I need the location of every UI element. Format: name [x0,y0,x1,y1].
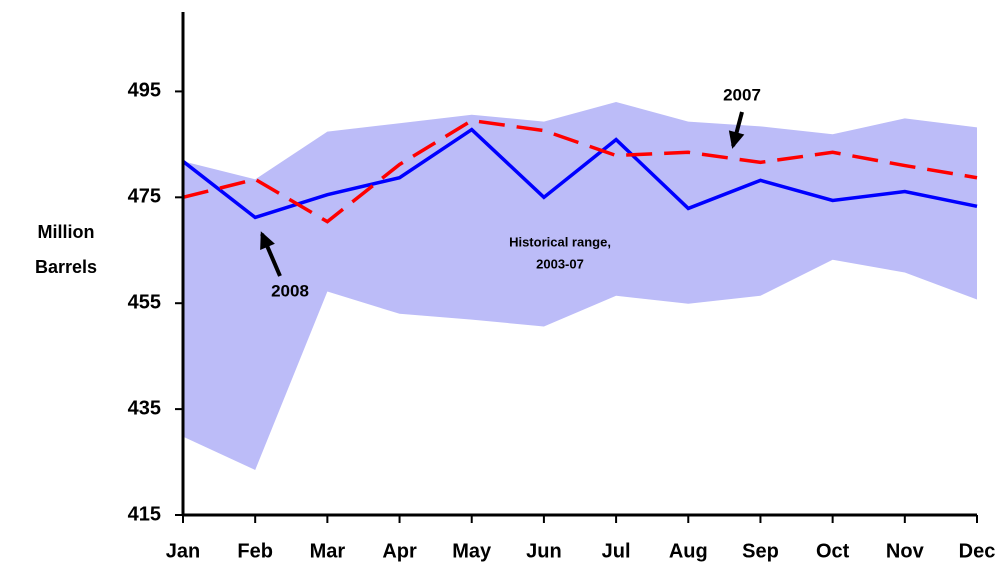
x-tick-label: Mar [310,540,346,562]
historical-range [183,102,977,470]
arrow-head [260,231,275,251]
x-tick-label: Dec [959,540,996,562]
series-line [181,127,978,220]
x-tick-label: Oct [816,540,850,562]
x-tick-label: Apr [382,540,417,562]
y-tick-label: 415 [128,503,161,525]
x-tick-label: Feb [237,540,273,562]
y-tick-label: 495 [128,80,161,102]
y-tick-label: 455 [128,291,161,313]
range-label: 2003-07 [536,256,584,271]
x-tick-label: May [452,540,492,562]
x-tick-label: Nov [886,540,925,562]
x-tick-label: Jan [166,540,200,562]
y-axis-label: Barrels [35,257,97,277]
y-tick-label: 475 [128,186,161,208]
range-label: Historical range, [509,234,611,249]
y-axis-label: Million [38,222,95,242]
series-label: 2008 [271,281,309,300]
series-label: 2007 [723,85,761,104]
x-tick-label: Aug [669,540,708,562]
arrow-head [728,130,745,149]
x-tick-label: Sep [742,540,779,562]
x-tick-label: Jun [526,540,562,562]
y-tick-label: 435 [128,397,161,419]
x-tick-label: Jul [602,540,631,562]
